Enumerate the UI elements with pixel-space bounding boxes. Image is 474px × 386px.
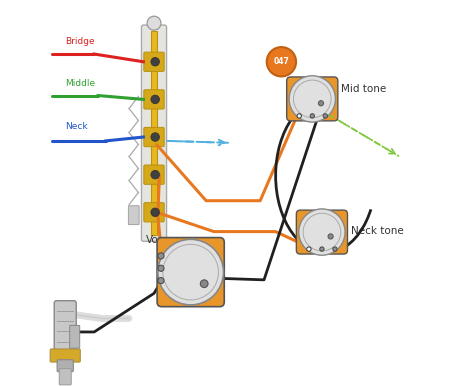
Circle shape xyxy=(307,247,311,251)
Circle shape xyxy=(297,114,301,118)
Circle shape xyxy=(147,16,161,30)
FancyBboxPatch shape xyxy=(141,25,166,241)
Text: Bridge: Bridge xyxy=(65,37,95,46)
Circle shape xyxy=(328,234,333,239)
FancyBboxPatch shape xyxy=(144,165,164,185)
Circle shape xyxy=(310,114,314,118)
FancyBboxPatch shape xyxy=(157,238,224,306)
Circle shape xyxy=(151,170,159,179)
FancyBboxPatch shape xyxy=(128,206,139,225)
FancyBboxPatch shape xyxy=(287,77,338,121)
Circle shape xyxy=(158,278,164,284)
FancyBboxPatch shape xyxy=(54,301,76,352)
Circle shape xyxy=(201,280,208,288)
FancyBboxPatch shape xyxy=(70,325,80,348)
Text: Mid tone: Mid tone xyxy=(341,84,386,94)
FancyBboxPatch shape xyxy=(50,349,80,362)
FancyBboxPatch shape xyxy=(144,203,164,222)
Circle shape xyxy=(333,247,337,251)
Circle shape xyxy=(323,114,328,118)
Circle shape xyxy=(151,95,159,103)
Circle shape xyxy=(267,47,296,76)
Text: Middle: Middle xyxy=(65,79,95,88)
Circle shape xyxy=(289,76,336,122)
Circle shape xyxy=(158,239,223,305)
Text: Volume: Volume xyxy=(146,235,185,245)
FancyBboxPatch shape xyxy=(59,369,71,385)
FancyBboxPatch shape xyxy=(144,90,164,109)
Bar xyxy=(151,31,157,235)
Circle shape xyxy=(158,253,164,259)
FancyBboxPatch shape xyxy=(144,127,164,147)
Circle shape xyxy=(151,208,159,217)
Circle shape xyxy=(151,133,159,141)
Circle shape xyxy=(319,101,324,106)
Circle shape xyxy=(158,265,164,271)
FancyBboxPatch shape xyxy=(144,52,164,71)
Circle shape xyxy=(320,247,324,251)
FancyBboxPatch shape xyxy=(57,360,73,372)
Circle shape xyxy=(299,209,345,255)
Circle shape xyxy=(151,58,159,66)
Text: Neck: Neck xyxy=(65,122,88,131)
FancyBboxPatch shape xyxy=(296,210,347,254)
Text: 047: 047 xyxy=(273,57,289,66)
Text: Neck tone: Neck tone xyxy=(351,225,404,235)
